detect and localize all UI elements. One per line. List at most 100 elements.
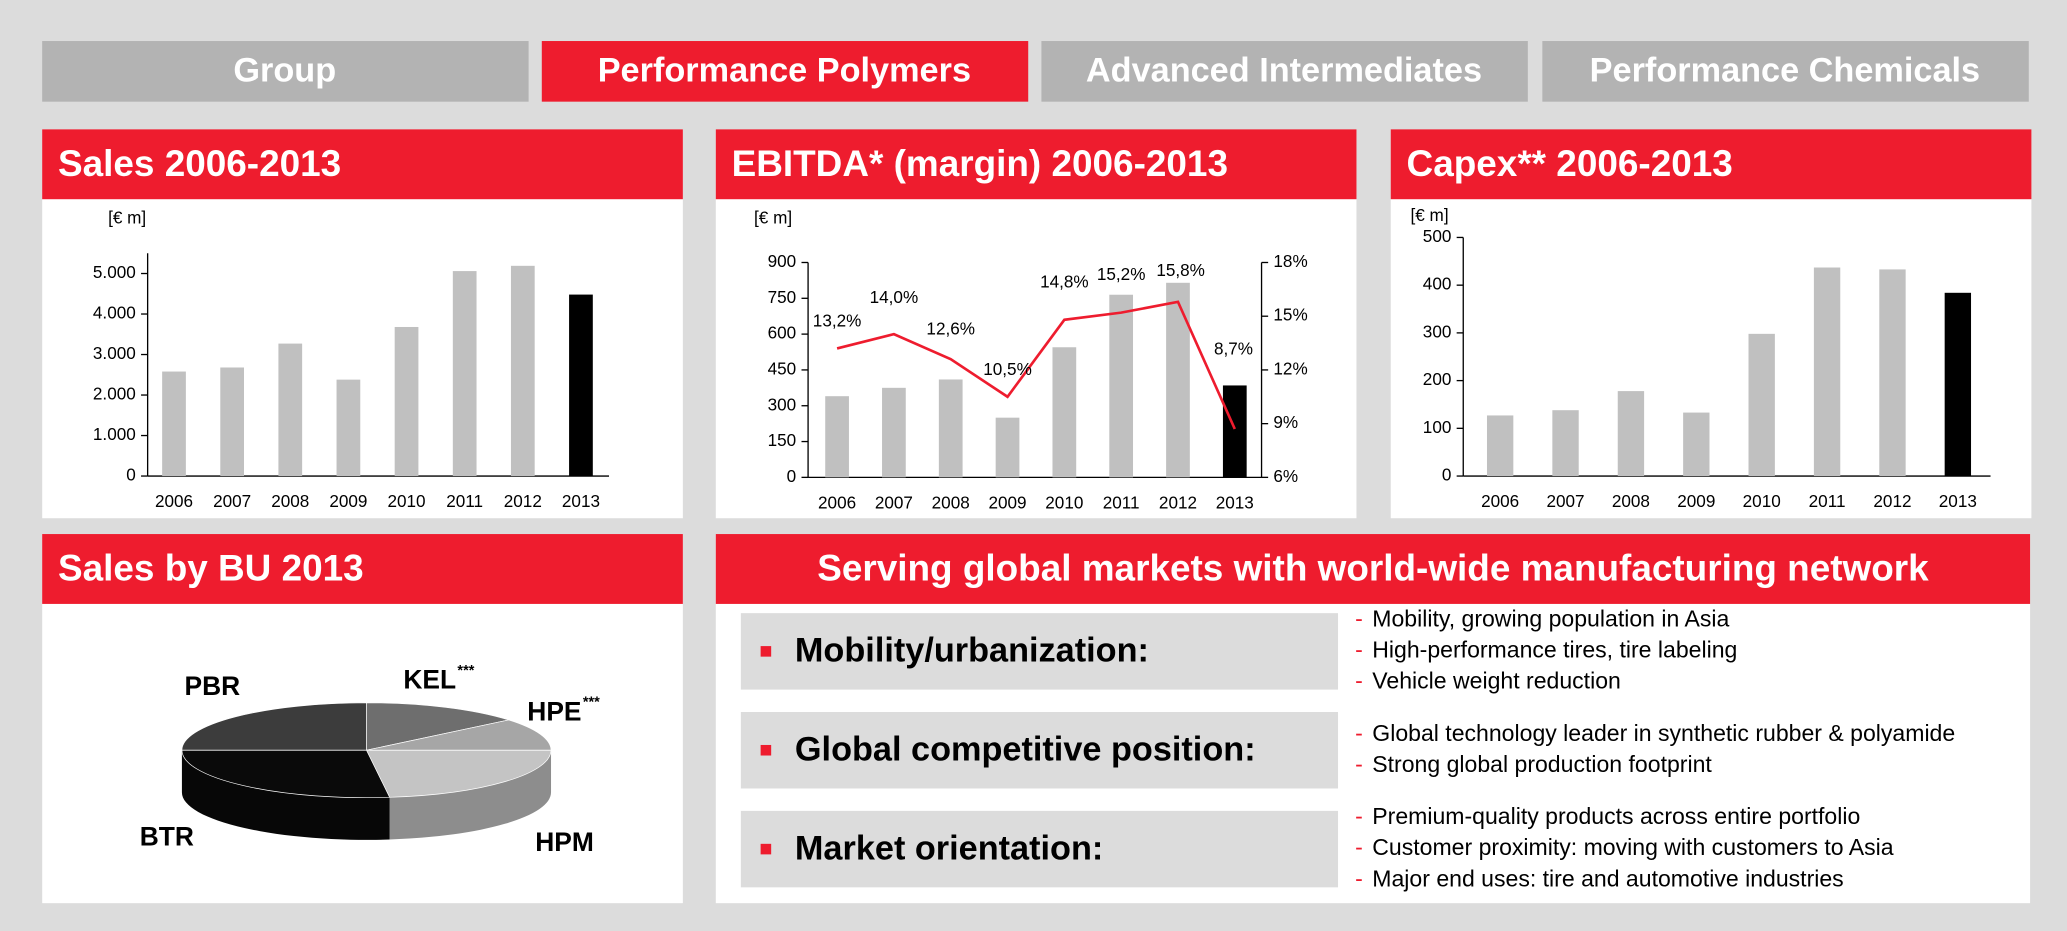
bar	[1813, 267, 1841, 477]
market-label: Global competitive position:	[795, 731, 1256, 769]
y-tick-label: 150	[768, 430, 797, 450]
x-tick-label: 2009	[1677, 491, 1715, 511]
bar	[394, 326, 419, 477]
bar	[1222, 385, 1247, 478]
x-tick-label: 2010	[1743, 491, 1781, 511]
x-tick-label: 2011	[1809, 491, 1846, 511]
x-tick-label: 2011	[446, 491, 483, 511]
dash: -	[1355, 865, 1363, 891]
panel-header	[715, 129, 1357, 200]
y-tick-label: 200	[1423, 369, 1452, 389]
x-tick-label: 2008	[271, 491, 309, 511]
pie-slice	[366, 719, 552, 751]
market-box	[740, 613, 1339, 690]
bar	[336, 379, 361, 477]
bar	[995, 417, 1020, 478]
market-point: Premium-quality products across entire p…	[1372, 803, 1860, 829]
x-tick-label: 2013	[1939, 491, 1977, 511]
bar	[938, 379, 963, 478]
tab-label: Group	[233, 52, 336, 90]
bar	[1617, 391, 1645, 477]
y-tick-label: 300	[768, 394, 797, 414]
tab[interactable]	[1542, 41, 2029, 102]
tab[interactable]	[42, 41, 529, 102]
panel-title: Sales 2006-2013	[58, 143, 341, 184]
market-point: Major end uses: tire and automotive indu…	[1372, 865, 1843, 891]
market-box	[740, 810, 1339, 888]
pie-slice-side	[389, 750, 552, 840]
y2-tick-label: 15%	[1273, 305, 1307, 325]
y-tick-label: 5.000	[93, 262, 136, 282]
dash: -	[1355, 636, 1363, 662]
y-tick-label: 600	[768, 323, 797, 343]
bar	[882, 387, 906, 478]
bullet	[760, 646, 772, 657]
dash: -	[1355, 803, 1363, 829]
panel-title: Sales by BU 2013	[58, 548, 364, 589]
dash: -	[1355, 668, 1363, 694]
market-label: Market orientation:	[795, 829, 1103, 867]
x-tick-label: 2010	[1045, 492, 1083, 512]
bar	[1166, 282, 1190, 478]
tab-label: Performance Chemicals	[1590, 52, 1980, 90]
slice-label: PBR	[185, 671, 241, 701]
dash: -	[1355, 605, 1363, 631]
panel-header	[42, 534, 683, 604]
y-tick-label: 3.000	[93, 343, 136, 363]
x-tick-label: 2006	[1481, 491, 1519, 511]
x-tick-label: 2006	[818, 492, 856, 512]
market-point: Strong global production footprint	[1372, 751, 1712, 777]
bar	[278, 343, 303, 477]
bar	[1052, 347, 1077, 478]
pie-slice	[181, 702, 367, 751]
x-tick-label: 2007	[1546, 491, 1584, 511]
dash: -	[1355, 751, 1363, 777]
pie-slice	[366, 702, 510, 751]
panel-title: Capex** 2006-2013	[1407, 143, 1733, 184]
bar	[1748, 333, 1775, 477]
margin-line	[836, 300, 1236, 430]
y-tick-label: 100	[1423, 417, 1452, 437]
line-value-label: 8,7%	[1214, 338, 1253, 358]
x-tick-label: 2013	[562, 491, 600, 511]
x-tick-label: 2007	[213, 491, 251, 511]
panel-header	[42, 129, 683, 200]
unit-label: [€ m]	[108, 208, 146, 228]
y-tick-label: 750	[768, 287, 797, 307]
slice-label-superscript: ***	[583, 695, 600, 711]
line-value-label: 14,0%	[870, 287, 919, 307]
panel-header	[715, 534, 2031, 604]
y2-tick-label: 12%	[1273, 358, 1307, 378]
x-tick-label: 2009	[329, 491, 367, 511]
market-point: Global technology leader in synthetic ru…	[1372, 720, 1955, 746]
tab-label: Advanced Intermediates	[1086, 52, 1482, 90]
x-tick-label: 2008	[932, 492, 970, 512]
dash: -	[1355, 834, 1363, 860]
tab[interactable]	[541, 41, 1029, 102]
bar	[1486, 415, 1514, 477]
line-value-label: 13,2%	[813, 311, 862, 331]
market-point: Vehicle weight reduction	[1372, 668, 1621, 694]
bullet	[760, 843, 772, 855]
bar	[220, 367, 245, 477]
market-point: High-performance tires, tire labeling	[1372, 636, 1737, 662]
bar	[1683, 412, 1710, 477]
y2-tick-label: 9%	[1273, 412, 1298, 432]
bar	[1879, 269, 1906, 477]
panel-title: Serving global markets with world-wide m…	[817, 548, 1929, 589]
dash: -	[1355, 720, 1363, 746]
pie-slice	[365, 749, 552, 798]
line-value-label: 10,5%	[983, 359, 1032, 379]
slice-label: BTR	[140, 822, 194, 852]
y-tick-label: 2.000	[93, 384, 136, 404]
tab[interactable]	[1041, 41, 1528, 102]
slice-label: KEL	[403, 665, 456, 695]
bar	[569, 294, 593, 477]
panel-header	[1390, 129, 2032, 200]
y-tick-label: 400	[1423, 274, 1452, 294]
x-tick-label: 2012	[1159, 492, 1197, 512]
bar	[162, 371, 186, 477]
unit-label: [€ m]	[1411, 205, 1449, 225]
